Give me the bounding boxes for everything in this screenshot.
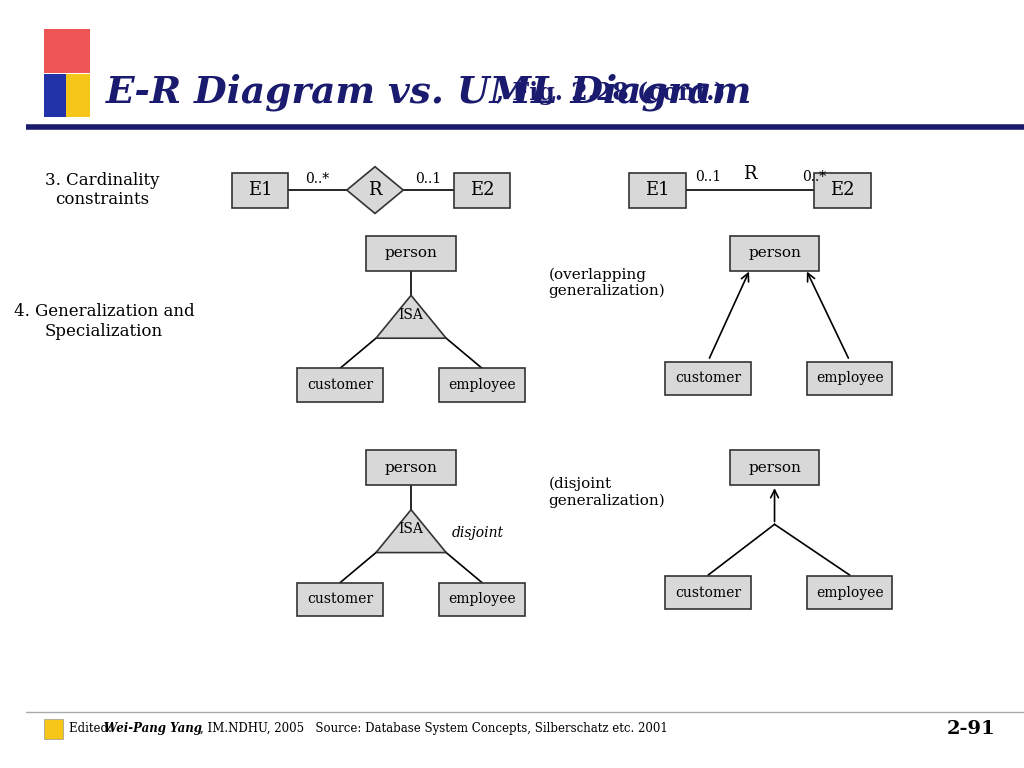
FancyBboxPatch shape xyxy=(730,236,819,271)
FancyBboxPatch shape xyxy=(630,173,686,207)
FancyBboxPatch shape xyxy=(231,173,289,207)
FancyBboxPatch shape xyxy=(297,369,383,402)
Text: employee: employee xyxy=(449,592,516,607)
Text: customer: customer xyxy=(675,371,741,386)
Text: customer: customer xyxy=(675,585,741,600)
Text: employee: employee xyxy=(816,585,884,600)
FancyBboxPatch shape xyxy=(297,583,383,616)
Text: ISA: ISA xyxy=(398,522,424,536)
Text: 2-91: 2-91 xyxy=(947,720,995,738)
Text: 4. Generalization and
Specialization: 4. Generalization and Specialization xyxy=(13,303,195,340)
Text: R: R xyxy=(743,164,757,183)
FancyBboxPatch shape xyxy=(44,74,67,117)
FancyBboxPatch shape xyxy=(367,236,456,271)
Text: person: person xyxy=(749,247,801,260)
FancyBboxPatch shape xyxy=(666,576,752,609)
Text: , Fig. 2.28 (cont.): , Fig. 2.28 (cont.) xyxy=(496,81,725,104)
Text: Edited:: Edited: xyxy=(69,723,116,736)
Polygon shape xyxy=(376,296,446,338)
Text: Wei-Pang Yang: Wei-Pang Yang xyxy=(104,723,202,736)
Text: ISA: ISA xyxy=(398,308,424,322)
Text: (disjoint
generalization): (disjoint generalization) xyxy=(549,477,666,508)
Text: person: person xyxy=(749,461,801,475)
Text: E1: E1 xyxy=(645,181,670,199)
Text: 3. Cardinality
constraints: 3. Cardinality constraints xyxy=(45,172,160,208)
FancyBboxPatch shape xyxy=(367,450,456,485)
Text: customer: customer xyxy=(307,592,373,607)
Text: , IM.NDHU, 2005   Source: Database System Concepts, Silberschatz etc. 2001: , IM.NDHU, 2005 Source: Database System … xyxy=(200,723,668,736)
FancyBboxPatch shape xyxy=(439,583,525,616)
Text: R: R xyxy=(369,181,382,199)
FancyBboxPatch shape xyxy=(44,29,90,73)
Text: disjoint: disjoint xyxy=(452,526,504,540)
FancyBboxPatch shape xyxy=(439,369,525,402)
Text: employee: employee xyxy=(816,371,884,386)
Text: E1: E1 xyxy=(248,181,272,199)
Text: person: person xyxy=(385,461,437,475)
Text: person: person xyxy=(385,247,437,260)
Polygon shape xyxy=(376,510,446,553)
Text: 0..1: 0..1 xyxy=(695,170,721,184)
Text: E2: E2 xyxy=(470,181,495,199)
Text: E2: E2 xyxy=(830,181,855,199)
FancyBboxPatch shape xyxy=(44,74,90,117)
Text: customer: customer xyxy=(307,378,373,392)
FancyBboxPatch shape xyxy=(807,576,893,609)
FancyBboxPatch shape xyxy=(807,362,893,395)
FancyBboxPatch shape xyxy=(454,173,510,207)
Text: 0..*: 0..* xyxy=(305,172,330,187)
FancyBboxPatch shape xyxy=(814,173,871,207)
FancyBboxPatch shape xyxy=(44,719,63,739)
Polygon shape xyxy=(347,167,403,214)
Text: E-R Diagram vs. UML Diagram: E-R Diagram vs. UML Diagram xyxy=(106,74,753,111)
FancyBboxPatch shape xyxy=(666,362,752,395)
Text: employee: employee xyxy=(449,378,516,392)
FancyBboxPatch shape xyxy=(730,450,819,485)
Text: 0..*: 0..* xyxy=(803,170,826,184)
Text: 0..1: 0..1 xyxy=(416,172,441,187)
Text: (overlapping
generalization): (overlapping generalization) xyxy=(549,267,666,298)
